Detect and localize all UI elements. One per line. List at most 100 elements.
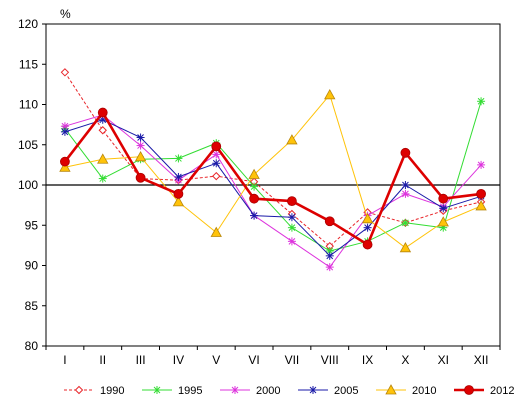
data-point-2010-XI [437, 216, 449, 227]
marker-stroke [61, 128, 69, 136]
data-point-2010-VII [286, 134, 298, 145]
marker-stroke [212, 151, 220, 158]
data-point-2005-IV [174, 172, 183, 181]
data-point-2005-I [60, 127, 69, 136]
data-point-2010-X [399, 241, 412, 253]
y-tick-label: 80 [25, 339, 39, 353]
x-tick-label: I [63, 353, 66, 367]
marker-stroke [402, 219, 409, 227]
x-tick-label: X [401, 353, 409, 367]
data-point-2005-X [401, 181, 410, 189]
legend-item-2010: 2010 [376, 384, 436, 397]
data-point-1990-I [60, 68, 70, 77]
marker-stroke [364, 224, 371, 232]
marker-stroke [175, 173, 182, 181]
data-point-2010-II [97, 153, 109, 164]
marker-stroke [288, 213, 296, 221]
data-point-2010-IX [361, 212, 374, 224]
legend-label-2000: 2000 [256, 385, 280, 397]
legend-marker-1990 [74, 385, 84, 395]
marker-stroke [402, 190, 409, 198]
data-point-2012-XII [476, 188, 486, 199]
data-point-2012-IV [173, 188, 184, 199]
data-point-2012-VIII [324, 216, 335, 227]
data-point-2005-III [136, 133, 145, 142]
legend-marker-2000 [231, 386, 239, 394]
data-point-2000-X [401, 189, 410, 198]
data-point-2010-VI [248, 168, 260, 179]
data-point-2000-XII [477, 160, 486, 169]
x-tick-label: II [99, 353, 106, 367]
data-point-2005-V [212, 159, 221, 168]
legend-marker-2010 [385, 384, 397, 395]
marker-stroke [137, 142, 144, 149]
data-point-2010-III [134, 151, 147, 162]
x-tick-label: VIII [321, 353, 339, 367]
series-line-2010 [64, 94, 482, 249]
data-point-2005-VII [287, 213, 296, 222]
marker-stroke [212, 159, 220, 167]
y-tick-label: 90 [25, 259, 39, 273]
x-tick-label: IV [173, 353, 184, 367]
series-line-1990 [64, 72, 482, 247]
y-tick-label: 105 [18, 138, 38, 152]
marker-stroke [99, 175, 107, 182]
series-line-2000 [64, 114, 482, 268]
marker-stroke [137, 134, 144, 141]
x-tick-label: IX [362, 353, 373, 367]
legend-label-1990: 1990 [100, 385, 124, 397]
data-point-2005-VIII [325, 251, 334, 260]
data-point-2010-VIII [324, 89, 336, 100]
data-point-1995-II [98, 174, 107, 183]
data-point-2000-III [136, 141, 145, 150]
legend-marker-2012 [464, 385, 474, 395]
marker-stroke [326, 252, 334, 260]
legend-item-1995: 1995 [142, 385, 202, 397]
data-point-2012-VII [287, 196, 297, 207]
data-point-2005-IX [363, 223, 372, 232]
marker-stroke [175, 155, 182, 162]
marker-stroke [402, 181, 409, 189]
x-tick-label: XII [474, 353, 489, 367]
data-point-2012-X [400, 147, 411, 158]
data-point-2012-III [135, 172, 146, 183]
marker-stroke [309, 386, 317, 394]
legend-label-2005: 2005 [334, 385, 358, 397]
series-1990 [60, 68, 486, 251]
legend-item-2000: 2000 [220, 385, 280, 397]
y-tick-label: 85 [25, 299, 39, 313]
series-line-1995 [64, 101, 482, 252]
series-2010 [59, 89, 487, 253]
series-1995 [60, 97, 486, 256]
legend-label-2010: 2010 [412, 385, 436, 397]
series-2005 [60, 115, 486, 260]
data-point-1995-XII [477, 97, 486, 106]
data-point-1990-II [98, 126, 107, 135]
data-point-2005-XI [439, 204, 448, 213]
marker-stroke [477, 161, 485, 169]
data-point-2012-IX [362, 239, 373, 250]
y-tick-label: 95 [25, 218, 39, 232]
y-tick-label: 120 [18, 17, 38, 31]
marker-stroke [231, 386, 239, 394]
legend-marker-1995 [153, 386, 161, 394]
series-2000 [60, 110, 486, 272]
marker-stroke [250, 183, 258, 190]
series-line-2012 [63, 111, 482, 246]
marker-stroke [250, 212, 258, 219]
data-point-1995-VI [250, 182, 259, 191]
y-tick-label: 115 [19, 57, 38, 71]
marker-stroke [477, 97, 485, 105]
marker-stroke [439, 204, 447, 212]
legend-label-1995: 1995 [178, 385, 202, 397]
x-tick-label: VII [285, 353, 300, 367]
marker-stroke [61, 122, 69, 130]
x-tick-label: III [136, 353, 146, 367]
series-2012 [60, 107, 486, 250]
data-point-2012-XI [438, 193, 449, 204]
marker-stroke [288, 237, 296, 245]
data-point-2000-VIII [325, 263, 334, 272]
marker-stroke [153, 386, 161, 394]
